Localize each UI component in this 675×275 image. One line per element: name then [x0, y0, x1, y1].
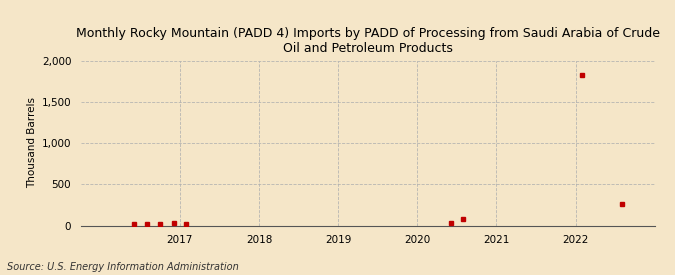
Y-axis label: Thousand Barrels: Thousand Barrels: [28, 98, 38, 188]
Text: Source: U.S. Energy Information Administration: Source: U.S. Energy Information Administ…: [7, 262, 238, 272]
Title: Monthly Rocky Mountain (PADD 4) Imports by PADD of Processing from Saudi Arabia : Monthly Rocky Mountain (PADD 4) Imports …: [76, 27, 660, 55]
